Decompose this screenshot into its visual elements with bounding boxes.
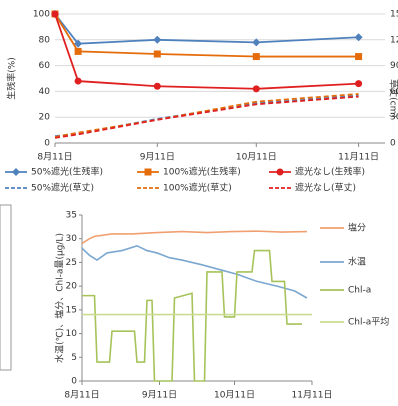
x-tick-label: 8月11日 — [64, 390, 99, 401]
series-line — [54, 13, 359, 58]
y2-tick-label: 150 — [390, 10, 398, 20]
y-tick-label: 35 — [66, 211, 77, 221]
y-tick-label: 0 — [71, 377, 77, 387]
y-tick-label: 10 — [66, 329, 78, 339]
legend-label: 遮光なし(生残率) — [295, 166, 365, 178]
legend-label: 水温 — [348, 256, 366, 268]
marker — [51, 10, 59, 18]
y-tick-label: 60 — [39, 61, 51, 71]
y2-tick-label: 120 — [390, 35, 398, 45]
x-tick-label: 9月11日 — [140, 152, 175, 163]
marker — [354, 33, 363, 42]
y-tick-label: 25 — [66, 258, 77, 268]
marker — [12, 168, 20, 176]
y2-tick-label: 0 — [390, 139, 396, 149]
marker — [153, 35, 162, 44]
legend-label: Chl-a平均 — [348, 316, 389, 328]
marker — [252, 53, 260, 61]
y2-tick-label: 90 — [390, 61, 398, 71]
y-axis-label: 水温(℃)、塩分、Chl-a量(μg/L) — [54, 233, 66, 363]
y-axis-label: 生残率(%) — [6, 57, 18, 100]
marker — [153, 50, 161, 58]
series-line — [81, 230, 308, 245]
y-tick-label: 80 — [39, 35, 51, 45]
marker — [355, 53, 363, 61]
y2-tick-label: 30 — [390, 113, 398, 123]
series-line — [82, 249, 302, 382]
x-tick-label: 10月11日 — [236, 152, 277, 163]
legend-label: 50%遮光(草丈) — [31, 182, 94, 194]
marker — [355, 80, 363, 88]
y-tick-label: 0 — [44, 139, 50, 149]
marker — [153, 82, 161, 90]
y-tick-label: 20 — [39, 113, 51, 123]
series-line — [54, 13, 359, 45]
marker — [74, 39, 83, 48]
legend-label: 50%遮光(生残率) — [31, 166, 103, 178]
y-tick-label: 30 — [66, 234, 78, 244]
legend-label: 塩分 — [348, 222, 366, 234]
marker — [74, 47, 82, 55]
y2-axis-label: 草丈(cm) — [388, 79, 398, 118]
x-tick-label: 9月11日 — [142, 390, 177, 401]
y-tick-label: 40 — [39, 87, 51, 97]
y-tick-label: 20 — [66, 282, 78, 292]
x-tick-label: 11月11日 — [338, 152, 379, 163]
x-tick-label: 11月11日 — [292, 390, 333, 401]
x-tick-label: 10月11日 — [214, 390, 255, 401]
legend-label: Chl-a — [348, 286, 371, 296]
legend-label: 100%遮光(生残率) — [163, 166, 241, 178]
marker — [276, 168, 284, 176]
y-tick-label: 15 — [66, 305, 77, 315]
x-tick-label: 8月11日 — [37, 152, 72, 163]
y-tick-label: 5 — [71, 353, 77, 363]
y-tick-label: 100 — [33, 10, 50, 20]
series-line — [81, 244, 308, 299]
legend-label: 100%遮光(草丈) — [163, 182, 232, 194]
marker — [252, 85, 260, 93]
marker — [74, 77, 82, 85]
legend-label: 遮光なし(草丈) — [295, 182, 356, 194]
side-panel — [0, 204, 12, 371]
y2-tick-label: 60 — [390, 87, 398, 97]
marker — [252, 38, 261, 47]
marker — [144, 168, 152, 176]
series-line — [54, 94, 359, 138]
